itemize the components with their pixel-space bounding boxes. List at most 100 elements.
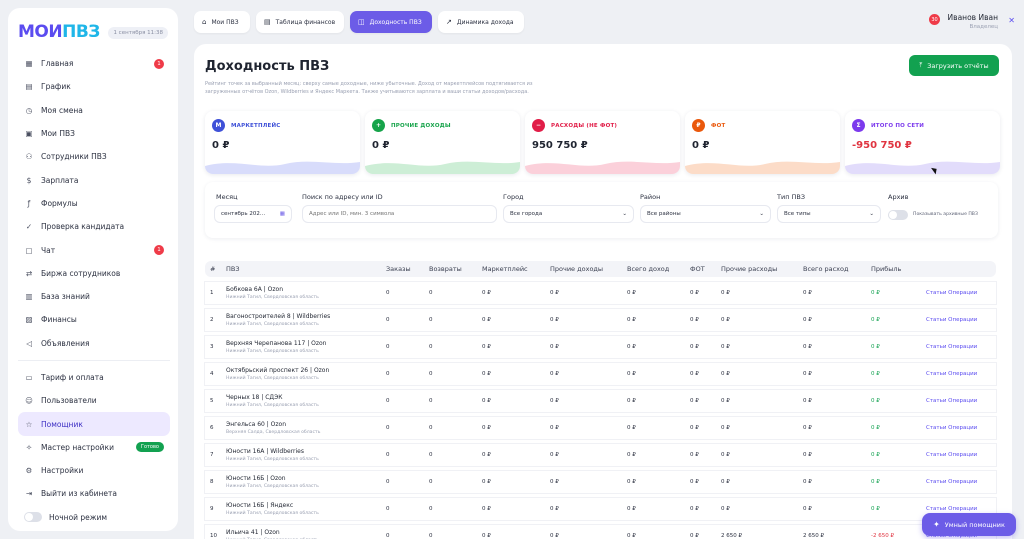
operations-link[interactable]: Статьи Операции [922,282,996,304]
sidebar-item[interactable]: ✓ Проверка кандидата [18,215,170,238]
sidebar-item[interactable]: ▭ Тариф и оплата [18,366,170,389]
column-header[interactable]: Прочие расходы [717,261,799,277]
pvz-name[interactable]: Юности 16Б | Ozon [226,475,286,482]
operations-link[interactable]: Статьи Операции [922,336,996,358]
cell-other_inc: 0 ₽ [546,336,623,358]
cell-total_exp: 0 ₽ [799,498,867,520]
table-row[interactable]: 9 Юности 16Б | Яндекс Нижний Тагил, Сверд… [205,498,996,520]
operations-link[interactable]: Статьи Операции [922,444,996,466]
cell-other_inc: 0 ₽ [546,309,623,331]
column-header[interactable]: Всего доход [623,261,686,277]
sidebar-item-label: Биржа сотрудников [41,268,121,278]
column-header[interactable] [922,261,996,277]
table-row[interactable]: 8 Юности 16Б | Ozon Нижний Тагил, Свердло… [205,471,996,493]
sidebar-item[interactable]: ▤ График [18,75,170,98]
sidebar-item[interactable]: ⚇ Сотрудники ПВЗ [18,145,170,168]
notification-badge[interactable]: 30 [929,14,940,25]
sidebar-item[interactable]: ▥ База знаний [18,285,170,308]
pvz-name[interactable]: Октябрьский проспект 26 | Ozon [226,367,330,374]
tab[interactable]: ↗ Динамика дохода [438,11,524,33]
smart-assistant-button[interactable]: ✦ Умный помощник [922,513,1016,536]
table-row[interactable]: 1 Бобкова 6А | Ozon Нижний Тагил, Свердло… [205,282,996,304]
table-row[interactable]: 6 Энгельса 60 | Ozon Верхняя Салда, Сверд… [205,417,996,439]
cell-orders: 0 [382,363,425,385]
operations-link[interactable]: Статьи Операции [922,363,996,385]
cell-returns: 0 [425,363,478,385]
cell-orders: 0 [382,444,425,466]
sidebar-item[interactable]: ▣ Мои ПВЗ [18,122,170,145]
column-header[interactable]: # [205,261,222,277]
megaphone-icon: ◁ [26,338,32,348]
cell-orders: 0 [382,390,425,412]
table-row[interactable]: 4 Октябрьский проспект 26 | Ozon Нижний Т… [205,363,996,385]
column-header[interactable]: Всего расход [799,261,867,277]
type-select[interactable]: Все типы ⌄ [777,205,881,223]
cell-returns: 0 [425,390,478,412]
pvz-name[interactable]: Энгельса 60 | Ozon [226,421,287,428]
district-select[interactable]: Все районы ⌄ [640,205,771,223]
sidebar-item[interactable]: ⇥ Выйти из кабинета [18,482,170,505]
cell-other_inc: 0 ₽ [546,390,623,412]
pvz-name[interactable]: Вагоностроителей 8 | Wildberries [226,313,331,320]
column-header[interactable]: Прочие доходы [546,261,623,277]
sidebar-item[interactable]: ☺ Пользователи [18,389,170,412]
pvz-name[interactable]: Черных 18 | СДЭК [226,394,283,401]
sidebar-item[interactable]: ◷ Моя смена [18,99,170,122]
sidebar-item[interactable]: ▦ Главная 1 [18,52,170,75]
operations-link[interactable]: Статьи Операции [922,309,996,331]
city-select[interactable]: Все города ⌄ [503,205,634,223]
table-row[interactable]: 7 Юности 16А | Wildberries Нижний Тагил, … [205,444,996,466]
column-header[interactable]: Заказы [382,261,425,277]
cell-total_inc: 0 ₽ [623,390,686,412]
column-header[interactable]: Маркетплейс [478,261,546,277]
pvz-name[interactable]: Бобкова 6А | Ozon [226,286,284,293]
table-icon: ▤ [264,18,271,26]
tab[interactable]: ▤ Таблица финансов [256,11,344,33]
sidebar-item[interactable]: ⇄ Биржа сотрудников [18,262,170,285]
sidebar-item-label: Проверка кандидата [41,222,125,232]
logo[interactable]: МОИПВЗ [18,22,100,42]
night-mode-toggle[interactable]: Ночной режим [18,506,170,529]
sidebar-item[interactable]: ☆ Помощник [18,412,170,436]
toggle-switch[interactable] [24,512,42,523]
user-role: Владелец [969,24,999,30]
pvz-address: Нижний Тагил, Свердловская область [226,457,319,462]
pvz-name[interactable]: Верхняя Черепанова 117 | Ozon [226,340,327,347]
card-icon: ▭ [25,373,33,382]
upload-reports-button[interactable]: ⤒ Загрузить отчёты [909,55,999,76]
collapse-icon[interactable]: ✕ [1008,16,1015,25]
operations-link[interactable]: Статьи Операции [922,417,996,439]
column-header[interactable]: Возвраты [425,261,478,277]
table-row[interactable]: 5 Черных 18 | СДЭК Нижний Тагил, Свердлов… [205,390,996,412]
trend-icon: ↗ [446,18,452,26]
table-row[interactable]: 3 Верхняя Черепанова 117 | Ozon Нижний Та… [205,336,996,358]
column-header[interactable]: ПВЗ [222,261,382,277]
column-header[interactable]: Прибыль [867,261,922,277]
column-header[interactable]: ФОТ [686,261,717,277]
tab[interactable]: ⌂ Мои ПВЗ [194,11,250,33]
pvz-name[interactable]: Юности 16А | Wildberries [226,448,305,455]
sidebar-item[interactable]: ⚙ Настройки [18,459,170,482]
sidebar-item-label: Сотрудники ПВЗ [41,152,107,162]
user-menu[interactable]: Иванов Иван Владелец [948,13,998,30]
sidebar-item[interactable]: ƒ Формулы [18,192,170,215]
table-row[interactable]: 2 Вагоностроителей 8 | Wildberries Нижний… [205,309,996,331]
type-value: Все типы [784,211,811,217]
sidebar-item[interactable]: ✧ Мастер настройки Готово [18,436,170,459]
sidebar-item[interactable]: ◁ Объявления [18,332,170,355]
month-picker[interactable]: сентябрь 202... ▦ [214,205,292,223]
sidebar-item[interactable]: $ Зарплата [18,168,170,191]
search-input[interactable] [302,205,497,223]
tab[interactable]: ◫ Доходность ПВЗ [350,11,432,33]
cell-total_inc: 0 ₽ [623,471,686,493]
operations-link[interactable]: Статьи Операции [922,471,996,493]
cell-other_inc: 0 ₽ [546,471,623,493]
pvz-name[interactable]: Ильича 41 | Ozon [226,529,280,536]
sidebar-item[interactable]: ▢ Чат 1 [18,238,170,261]
operations-link[interactable]: Статьи Операции [922,390,996,412]
pvz-name[interactable]: Юности 16Б | Яндекс [226,502,294,509]
sidebar-item-label: Мои ПВЗ [41,129,75,139]
archive-toggle[interactable] [888,210,908,220]
sidebar-item[interactable]: ▨ Финансы [18,308,170,331]
